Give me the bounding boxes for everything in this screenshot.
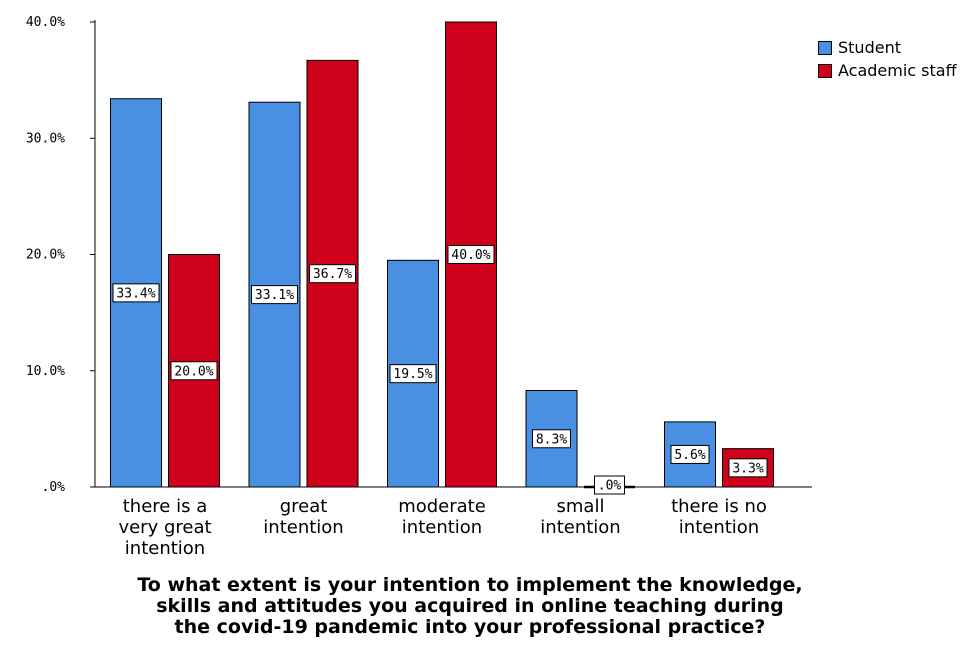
data-label: 33.1%	[255, 288, 294, 303]
data-label-box	[594, 475, 625, 495]
data-label: 33.4%	[116, 286, 155, 301]
legend-item-academic-staff: Academic staff	[818, 59, 957, 82]
y-tick-label: 20.0%	[26, 248, 65, 263]
y-tick-label: .0%	[42, 480, 66, 495]
legend-label-student: Student	[838, 38, 901, 57]
x-category-label: moderate intention	[398, 496, 486, 538]
x-axis-title-line: the covid-19 pandemic into your professi…	[174, 616, 766, 638]
data-label: 20.0%	[174, 364, 213, 379]
data-label: .0%	[598, 479, 622, 494]
data-label-box	[728, 458, 768, 478]
data-label: 3.3%	[732, 461, 763, 476]
data-label-box	[251, 285, 298, 305]
data-label-box	[112, 283, 160, 303]
data-label: 5.6%	[674, 448, 705, 463]
x-axis-title-line: skills and attitudes you acquired in onl…	[156, 595, 784, 617]
legend-swatch-academic-staff	[818, 63, 832, 78]
x-category-label: there is no intention	[671, 496, 767, 538]
legend-label-academic-staff: Academic staff	[838, 61, 957, 80]
legend-swatch-student	[818, 40, 832, 55]
data-label-box	[447, 245, 495, 264]
data-label-box	[389, 364, 437, 384]
x-category-label: small intention	[540, 496, 620, 538]
data-label: 8.3%	[536, 432, 567, 447]
x-category-label: there is a very great intention	[118, 496, 211, 559]
legend-item-student: Student	[818, 36, 957, 59]
data-label: 36.7%	[313, 267, 352, 282]
x-category-label: great intention	[263, 496, 343, 538]
y-tick-label: 40.0%	[26, 15, 65, 30]
data-label-box	[532, 429, 571, 449]
data-label: 19.5%	[393, 367, 432, 382]
legend: Student Academic staff	[818, 36, 957, 82]
y-tick-label: 10.0%	[26, 364, 65, 379]
data-label: 40.0%	[451, 248, 490, 263]
data-label-box	[170, 361, 218, 381]
x-axis-title: To what extent is your intention to impl…	[60, 575, 880, 638]
data-label-box	[670, 444, 710, 464]
y-tick-label: 30.0%	[26, 131, 65, 146]
x-axis-title-line: To what extent is your intention to impl…	[137, 574, 803, 596]
data-label-box	[309, 264, 356, 284]
